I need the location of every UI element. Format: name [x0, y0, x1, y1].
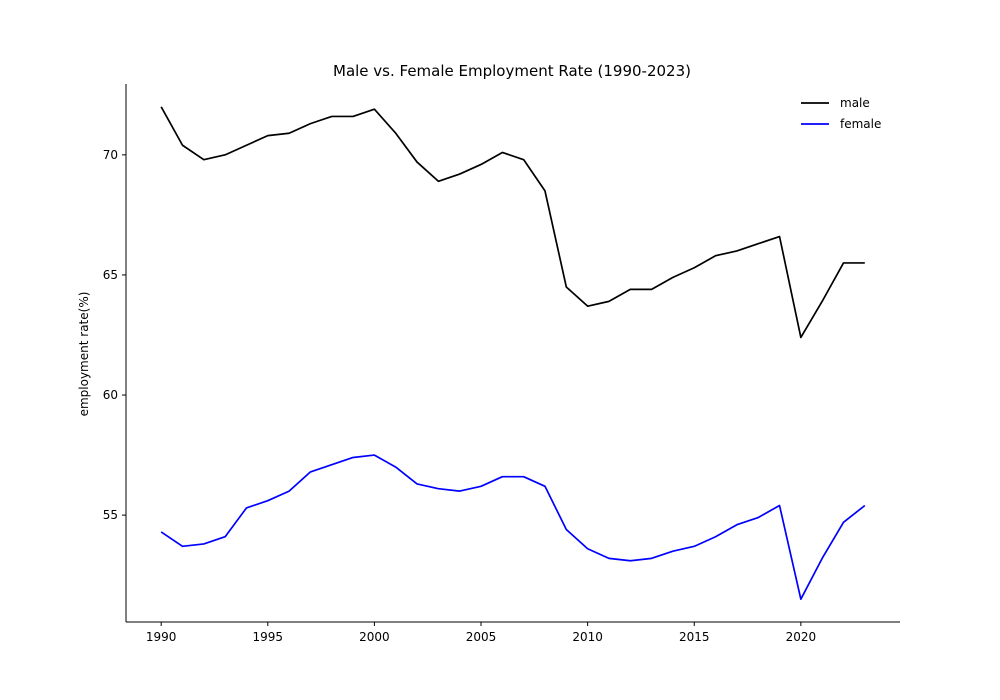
legend-label-female: female — [840, 117, 881, 131]
y-tick-label: 65 — [103, 268, 118, 282]
axes: 1990 1995 2000 2005 2010 2015 2020 55 60 65 70 — [103, 84, 900, 644]
x-tick-label: 2020 — [786, 630, 817, 644]
y-tick-label: 55 — [103, 508, 118, 522]
x-tick-label: 2010 — [572, 630, 603, 644]
series-line-female — [160, 454, 866, 601]
x-tick-label: 1990 — [146, 630, 177, 644]
chart-title: Male vs. Female Employment Rate (1990-20… — [333, 62, 691, 80]
series-group — [160, 106, 866, 601]
x-tick-label: 2005 — [466, 630, 497, 644]
series-line-male — [160, 106, 865, 339]
y-axis-label: employment rate(%) — [77, 292, 91, 417]
x-tick-label: 2000 — [359, 630, 390, 644]
y-tick-label: 70 — [103, 148, 118, 162]
x-tick-label: 2015 — [679, 630, 710, 644]
x-tick-label: 1995 — [253, 630, 284, 644]
legend-label-male: male — [840, 96, 870, 110]
legend: male female — [801, 96, 881, 131]
y-tick-label: 60 — [103, 388, 118, 402]
